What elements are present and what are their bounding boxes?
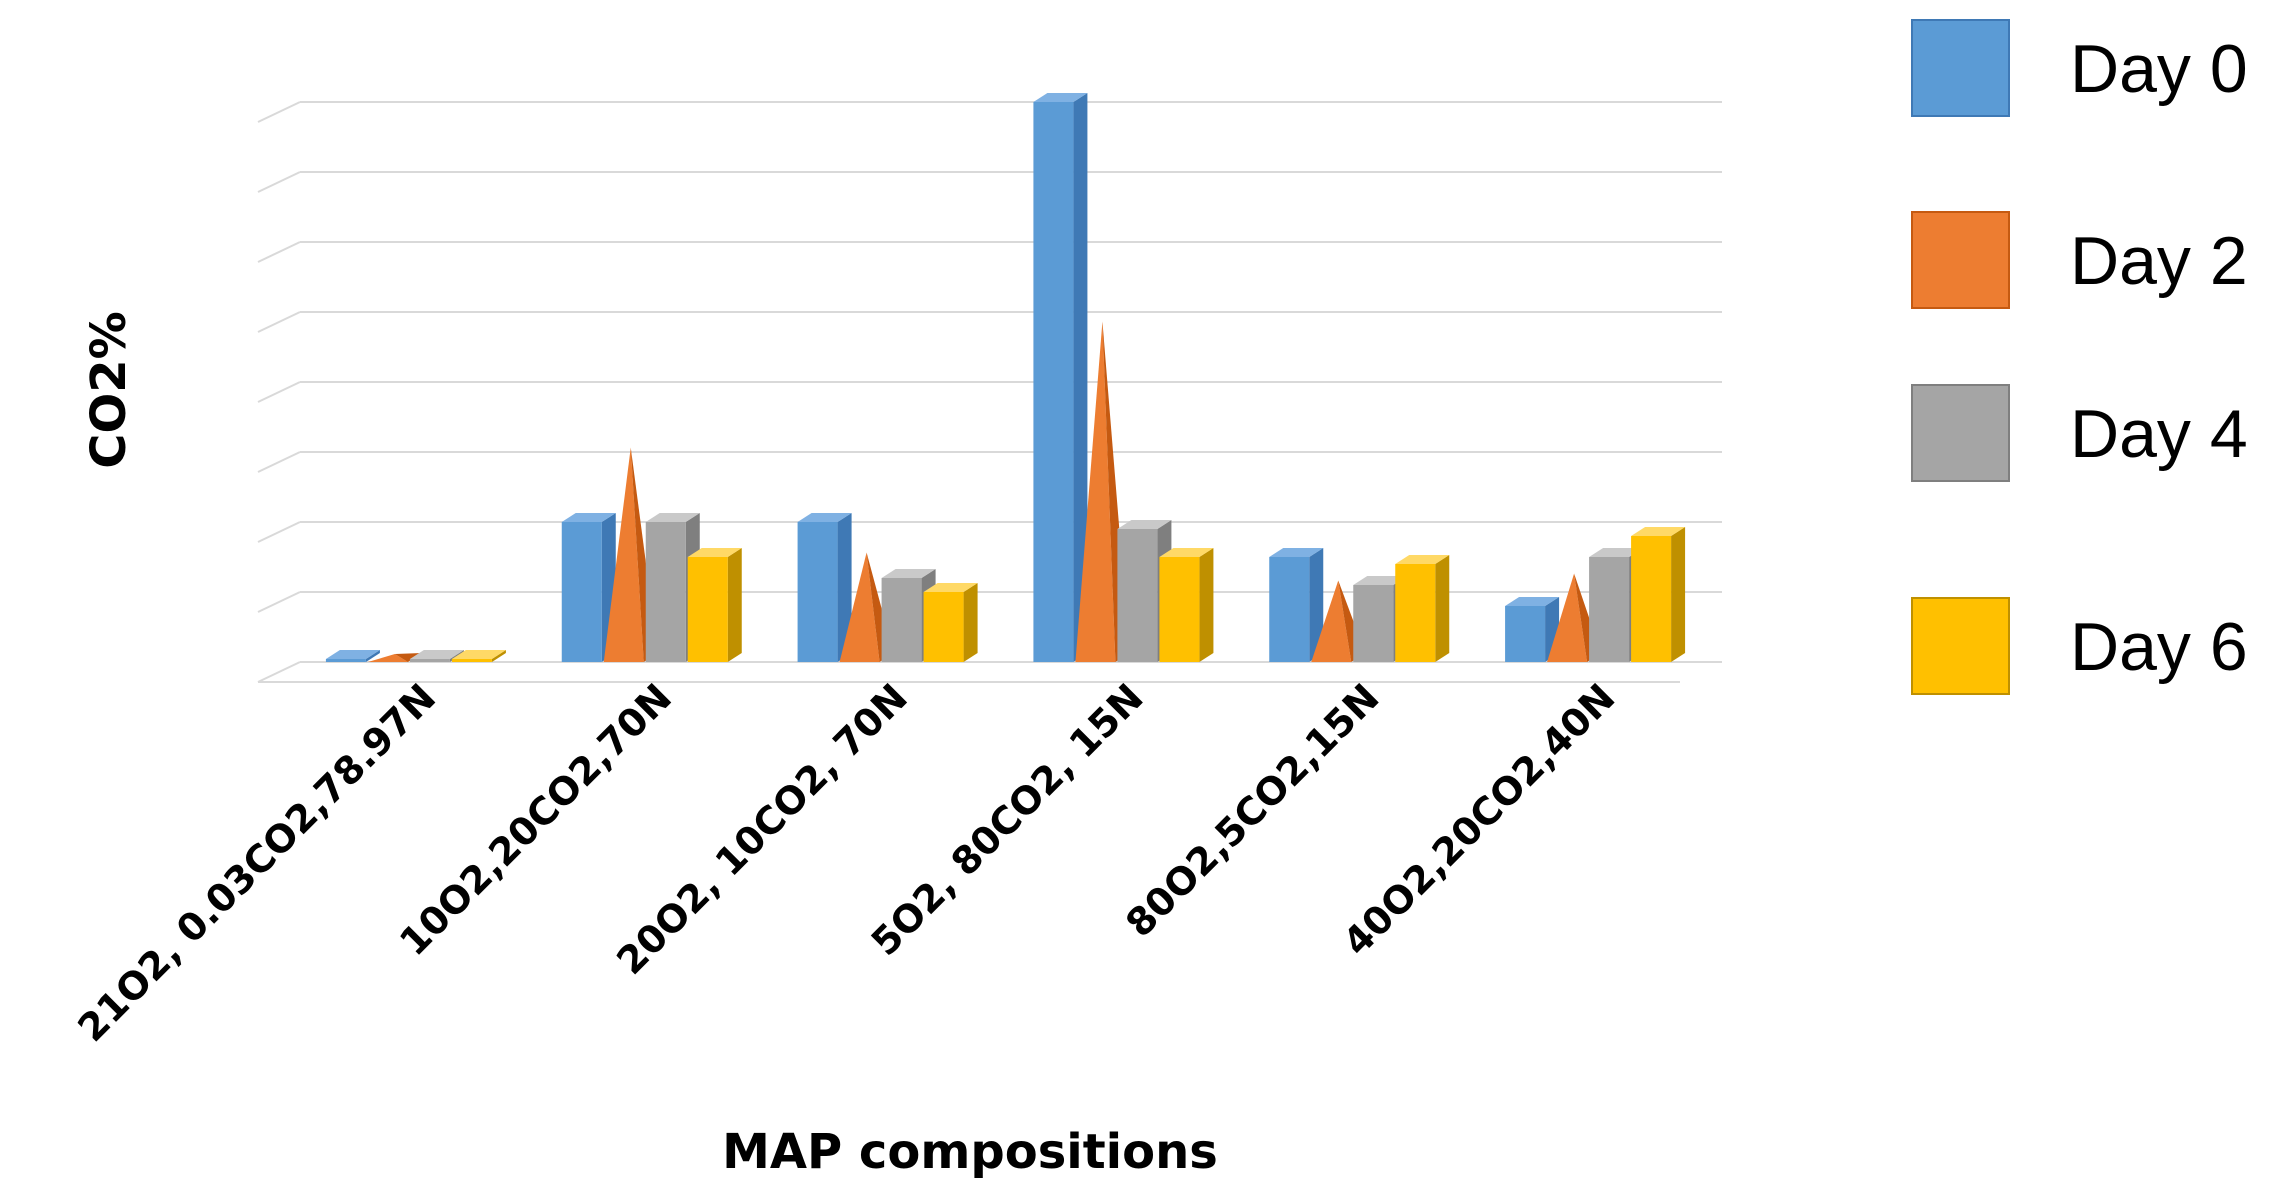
category-labels: 21O2, 0.03CO2,78.97N10O2,20CO2,70N20O2, … (69, 675, 1623, 1050)
bar-day0-2 (797, 522, 838, 662)
bar-day0-1 (561, 522, 602, 662)
bar-top (1395, 555, 1450, 564)
bar-side (1309, 548, 1324, 662)
bar-top (561, 513, 616, 522)
bar-side (365, 650, 380, 662)
gridline-diagonal (257, 171, 301, 193)
legend: Day 0 Day 2 Day 4 Day 6 (1911, 19, 2248, 695)
category-label: 80O2,5CO2,15N (1117, 675, 1387, 945)
bar-day2-4 (1311, 580, 1352, 662)
bar-side (963, 583, 978, 662)
bar-top (1033, 93, 1088, 102)
bar-top (687, 548, 742, 557)
bar-top (1159, 548, 1214, 557)
bars (325, 93, 1686, 662)
bar-day6-0 (451, 659, 492, 662)
bar-top (923, 583, 978, 592)
gridline-diagonal (257, 661, 301, 683)
gridline-diagonal (257, 591, 301, 613)
category-label: 10O2,20CO2,70N (391, 675, 680, 964)
category-label: 5O2, 80CO2, 15N (863, 675, 1152, 964)
bar-day4-2 (881, 578, 922, 662)
bar-top (325, 650, 380, 659)
bar-top (645, 513, 700, 522)
bar-side (1073, 93, 1088, 662)
category-label: 40O2,20CO2,40N (1334, 675, 1623, 964)
bar-day4-5 (1589, 557, 1630, 662)
bar-day0-3 (1033, 102, 1074, 662)
gridline-diagonal (257, 381, 301, 403)
category-label: 21O2, 0.03CO2,78.97N (69, 675, 444, 1050)
bar-side (1199, 548, 1214, 662)
legend-label-day0: Day 0 (2070, 31, 2248, 107)
gridline-diagonal (257, 311, 301, 333)
legend-swatch-day4 (1911, 384, 2010, 482)
bar-day6-1 (687, 557, 728, 662)
legend-label-day6: Day 6 (2070, 609, 2248, 685)
bar-side (394, 653, 422, 662)
bar-day6-3 (1159, 557, 1200, 662)
legend-swatch-day0 (1911, 19, 2010, 117)
bar-top (1117, 520, 1172, 529)
gridlines (257, 101, 1722, 683)
bar-day0-5 (1505, 606, 1546, 662)
gridline-diagonal (257, 241, 301, 263)
bar-day6-5 (1631, 536, 1672, 662)
bar-day2-3 (1075, 321, 1116, 662)
bar-top (451, 650, 506, 659)
bar-top (1631, 527, 1686, 536)
x-axis-title: MAP compositions (722, 1124, 1218, 1180)
legend-swatch-day2 (1911, 211, 2010, 309)
bar-top (881, 569, 936, 578)
bar-day6-2 (923, 592, 964, 662)
bar-side (727, 548, 742, 662)
bar-top (797, 513, 852, 522)
bar-top (1353, 576, 1408, 585)
bar-top (1589, 548, 1644, 557)
bar-top (1269, 548, 1324, 557)
bar-top (409, 650, 464, 659)
bar-day4-4 (1353, 585, 1394, 662)
bar-day2-5 (1547, 573, 1588, 662)
bar-day6-4 (1395, 564, 1436, 662)
y-axis-title: CO2% (81, 311, 137, 469)
gridline-diagonal (257, 101, 301, 123)
legend-label-day4: Day 4 (2070, 396, 2248, 472)
bar-side (491, 650, 506, 662)
gridline-diagonal (257, 451, 301, 473)
legend-label-day2: Day 2 (2070, 223, 2248, 299)
bar-top (1505, 597, 1560, 606)
bar-side (1435, 555, 1450, 662)
legend-swatch-day6 (1911, 597, 2010, 695)
bar-day0-0 (325, 659, 366, 662)
bar-day4-1 (645, 522, 686, 662)
bar-day2-2 (839, 552, 880, 662)
gridline-diagonal (257, 521, 301, 543)
bar-day2-1 (603, 447, 644, 662)
bar-side (1671, 527, 1686, 662)
bar-day0-4 (1269, 557, 1310, 662)
bar-side (837, 513, 852, 662)
bar-day4-0 (409, 659, 450, 662)
bar-day4-3 (1117, 529, 1158, 662)
bar-day2-0 (367, 654, 408, 662)
